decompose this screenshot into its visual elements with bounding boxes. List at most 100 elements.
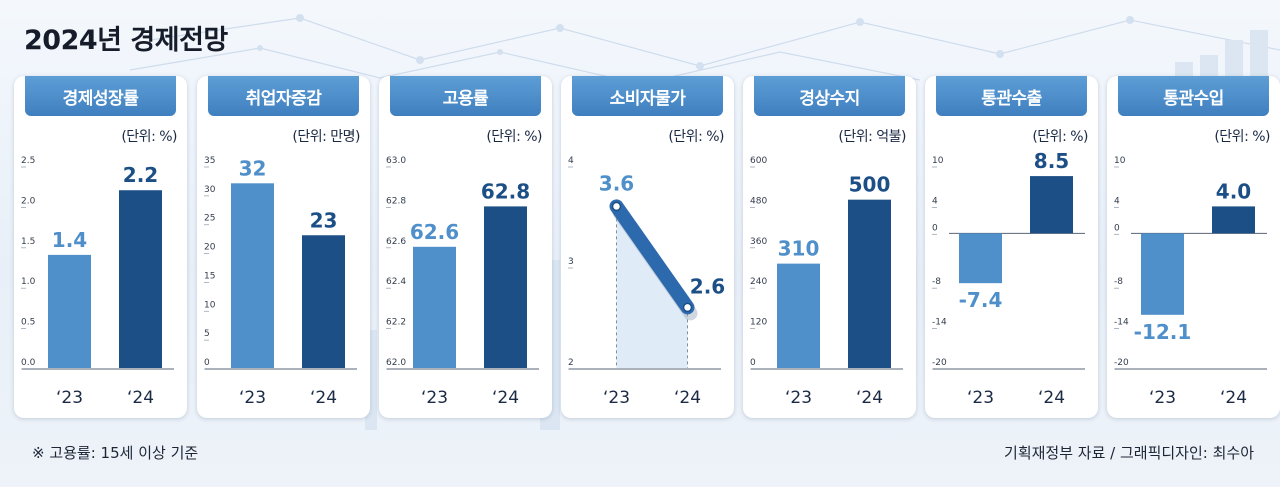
data-label: 8.5 <box>1034 149 1069 173</box>
y-tick-label: -14 <box>932 318 947 328</box>
data-label: -12.1 <box>1134 320 1192 344</box>
y-tick-label: 5 <box>204 329 210 339</box>
chart-svg: 600 480 360 240 120 0 ‘23 ‘24 310 500 <box>750 156 903 408</box>
chart-title-tab: 경상수지 <box>754 76 905 116</box>
unit-label: (단위: %) <box>668 129 724 145</box>
y-tick-label: 63.0 <box>386 156 406 166</box>
y-tick-label: 10 <box>204 300 216 310</box>
data-label: 310 <box>778 237 820 261</box>
x-tick-label: ‘24 <box>310 388 337 408</box>
y-tick-label: 2.5 <box>21 156 35 166</box>
bar <box>1030 176 1073 234</box>
chart-title-tab: 소비자물가 <box>572 76 723 116</box>
y-tick-label: 0 <box>932 223 938 233</box>
data-point <box>682 302 693 313</box>
y-tick-label: 62.0 <box>386 358 406 368</box>
data-point <box>611 201 622 212</box>
data-label: 2.6 <box>690 274 725 298</box>
y-tick-label: 1.0 <box>21 277 36 287</box>
chart-title-tab: 고용률 <box>390 76 541 116</box>
data-label: 62.8 <box>481 179 530 203</box>
y-tick-label: 0.5 <box>21 318 35 328</box>
bar <box>231 183 274 368</box>
chart-svg: 2.5 2.0 1.5 1.0 0.5 0.0 ‘23 ‘24 1.4 2.2 <box>21 156 174 408</box>
y-tick-label: 480 <box>750 196 767 206</box>
y-tick-label: 62.4 <box>386 277 406 287</box>
bar <box>959 233 1002 284</box>
unit-label: (단위: %) <box>486 129 542 145</box>
bar <box>484 206 527 368</box>
page-title: 2024년 경제전망 <box>24 25 228 56</box>
chart-panel: 경상수지 (단위: 억불) 600 480 360 240 120 0 ‘23 ‘24 310 500 <box>743 76 916 418</box>
y-tick-label: 62.2 <box>386 318 406 328</box>
unit-label: (단위: %) <box>1032 129 1088 145</box>
chart-panel: 취업자증감 (단위: 만명) 35 30 25 20 15 10 5 0 ‘23 ‘24 32 23 <box>197 76 370 418</box>
y-tick-label: 3 <box>568 257 574 267</box>
chart-svg: 10 4 0 -8 -14 -20 ‘23 ‘24 -12.1 4.0 <box>1114 156 1267 408</box>
y-tick-label: -14 <box>1114 318 1129 328</box>
chart-svg: 10 4 0 -8 -14 -20 ‘23 ‘24 -7.4 8.5 <box>932 149 1085 408</box>
chart-panel: 경제성장률 (단위: %) 2.5 2.0 1.5 1.0 0.5 0.0 ‘23 ‘24 1.4 2… <box>14 76 187 418</box>
bar <box>1212 206 1255 234</box>
series-line <box>609 199 695 315</box>
y-tick-label: 4 <box>932 196 938 206</box>
y-tick-label: 2.0 <box>21 196 36 206</box>
x-tick-label: ‘24 <box>1038 388 1065 408</box>
y-tick-label: -8 <box>932 277 941 287</box>
y-tick-label: 0 <box>750 358 756 368</box>
y-tick-label: 360 <box>750 237 767 247</box>
chart-title-tab: 취업자증감 <box>208 76 359 116</box>
y-tick-label: 62.6 <box>386 237 406 247</box>
data-label: -7.4 <box>959 288 1003 312</box>
x-tick-label: ‘23 <box>603 388 630 408</box>
y-tick-label: 30 <box>204 185 216 195</box>
chart-panel: 통관수출 (단위: %) 10 4 0 -8 -14 -20 ‘23 ‘24 -7.4 8.5 <box>925 76 1098 418</box>
y-tick-label: -20 <box>932 358 947 368</box>
x-tick-label: ‘23 <box>56 388 83 408</box>
bar <box>1141 233 1184 315</box>
unit-label: (단위: 억불) <box>838 129 906 145</box>
data-label: 23 <box>310 208 338 232</box>
y-tick-label: 2 <box>568 358 574 368</box>
y-tick-label: 25 <box>204 214 215 224</box>
bar <box>413 246 456 368</box>
unit-label: (단위: %) <box>121 129 177 145</box>
x-tick-label: ‘24 <box>674 388 701 408</box>
chart-title-tab: 경제성장률 <box>25 76 176 116</box>
data-label: 62.6 <box>410 220 459 244</box>
y-tick-label: 20 <box>204 243 216 253</box>
data-label: 1.4 <box>52 228 87 252</box>
chart-svg: 63.0 62.8 62.6 62.4 62.2 62.0 ‘23 ‘24 62.6 62.8 <box>386 156 539 408</box>
data-label: 32 <box>239 156 267 180</box>
data-label: 2.2 <box>123 163 158 187</box>
x-tick-label: ‘24 <box>492 388 519 408</box>
y-tick-label: 10 <box>932 156 944 166</box>
y-tick-label: -8 <box>1114 277 1123 287</box>
x-tick-label: ‘23 <box>1149 388 1176 408</box>
y-tick-label: 15 <box>204 271 215 281</box>
footnote: ※ 고용률: 15세 이상 기준 <box>32 444 199 462</box>
data-label: 500 <box>849 173 891 197</box>
y-tick-label: 0 <box>204 358 210 368</box>
x-tick-label: ‘23 <box>785 388 812 408</box>
y-tick-label: 10 <box>1114 156 1126 166</box>
chart-panel: 고용률 (단위: %) 63.0 62.8 62.6 62.4 62.2 62.0 ‘23 ‘24… <box>379 76 552 418</box>
y-tick-label: 0.0 <box>21 358 36 368</box>
x-tick-label: ‘23 <box>239 388 266 408</box>
bar <box>48 254 91 368</box>
y-tick-label: 0 <box>1114 223 1120 233</box>
x-tick-label: ‘24 <box>856 388 883 408</box>
y-tick-label: 600 <box>750 156 767 166</box>
bar <box>848 199 891 368</box>
chart-svg: 35 30 25 20 15 10 5 0 ‘23 ‘24 32 23 <box>204 156 357 408</box>
chart-panel: 소비자물가 (단위: %) 4 3 2 ‘23 ‘24 3.6 2.6 <box>561 76 734 418</box>
data-label: 4.0 <box>1216 179 1251 203</box>
y-tick-label: 4 <box>568 156 574 166</box>
x-tick-label: ‘23 <box>967 388 994 408</box>
y-tick-label: 35 <box>204 156 215 166</box>
y-tick-label: 62.8 <box>386 196 406 206</box>
chart-svg: 4 3 2 ‘23 ‘24 3.6 2.6 <box>568 156 725 408</box>
bar <box>777 263 820 368</box>
chart-panel: 통관수입 (단위: %) 10 4 0 -8 -14 -20 ‘23 ‘24 -12.1 4.0 <box>1107 76 1280 418</box>
chart-title-tab: 통관수출 <box>936 76 1087 116</box>
